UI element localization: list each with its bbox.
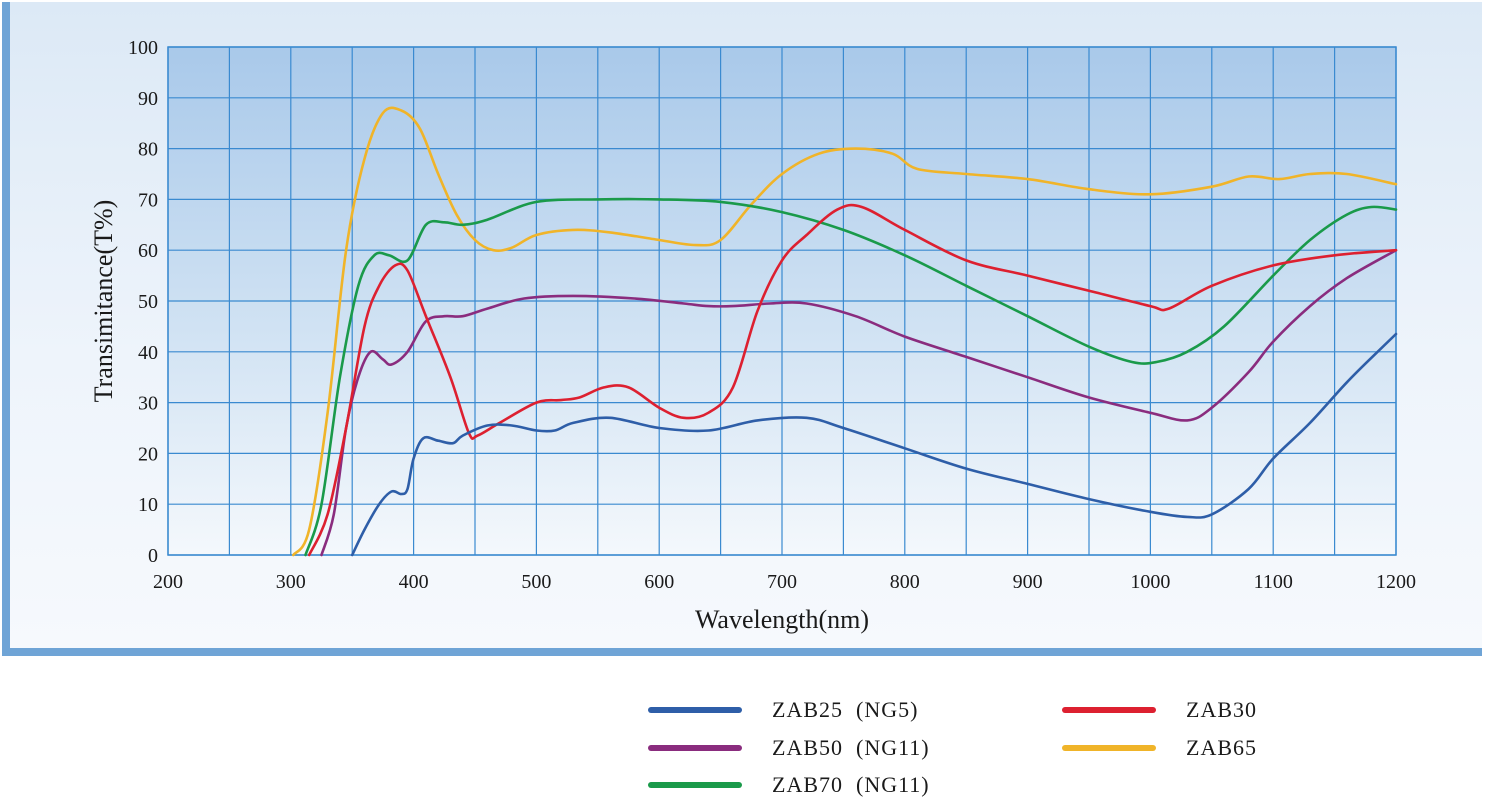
- y-tick-label: 30: [138, 393, 158, 415]
- x-tick-label: 300: [276, 571, 306, 593]
- x-tick-label: 400: [399, 571, 429, 593]
- legend-label-zab30: ZAB30: [1186, 697, 1257, 722]
- legend-label-zab65: ZAB65: [1186, 735, 1257, 760]
- x-tick-label: 500: [521, 571, 551, 593]
- legend-item-zab25: ZAB25 (NG5): [648, 695, 918, 725]
- series-line-zab30: [307, 203, 1398, 557]
- legend-swatch-zab30: [1062, 707, 1156, 713]
- legend-swatch-zab25: [648, 707, 742, 713]
- plot-frame: [167, 46, 1397, 556]
- legend-item-zab50: ZAB50 (NG11): [648, 733, 930, 763]
- legend-label-zab70: ZAB70 (NG11): [772, 772, 930, 797]
- x-tick-label: 200: [153, 571, 183, 593]
- y-tick-label: 90: [138, 88, 158, 110]
- y-tick-label: 10: [138, 494, 158, 516]
- y-tick-label: 20: [138, 443, 158, 465]
- x-axis-label: Wavelength(nm): [695, 605, 869, 634]
- legend-swatch-zab65: [1062, 745, 1156, 751]
- x-tick-label: 700: [767, 571, 797, 593]
- series-line-zab70: [304, 197, 1398, 557]
- transmittance-chart: 0 10 20 30 40 50 60 70 80 90 100 200 300 400 500 600 70…: [89, 37, 1416, 634]
- legend-item-zab70: ZAB70 (NG11): [648, 770, 930, 800]
- chart-panel: 0 10 20 30 40 50 60 70 80 90 100 200 300 400 500 600 70…: [2, 2, 1482, 656]
- series-line-zab25: [350, 332, 1398, 557]
- y-tick-label: 70: [138, 189, 158, 211]
- x-tick-label: 1200: [1376, 571, 1416, 593]
- legend-item-zab30: ZAB30: [1062, 695, 1257, 725]
- x-tick-labels: 200 300 400 500 600 700 800 900 1000 1100 1200: [153, 571, 1416, 593]
- x-tick-label: 900: [1013, 571, 1043, 593]
- legend-swatch-zab50: [648, 745, 742, 751]
- x-tick-label: 600: [644, 571, 674, 593]
- x-tick-label: 1100: [1254, 571, 1293, 593]
- y-tick-label: 0: [148, 545, 158, 567]
- y-tick-label: 60: [138, 240, 158, 262]
- legend-label-zab25: ZAB25 (NG5): [772, 697, 919, 722]
- y-tick-label: 80: [138, 139, 158, 161]
- y-tick-label: 100: [128, 37, 158, 59]
- series-line-zab65: [292, 106, 1398, 557]
- x-tick-label: 800: [890, 571, 920, 593]
- y-tick-labels: 0 10 20 30 40 50 60 70 80 90 100: [128, 37, 158, 567]
- series-line-zab50: [320, 248, 1398, 557]
- series-group: [292, 106, 1398, 557]
- legend-label-zab50: ZAB50 (NG11): [772, 735, 930, 760]
- y-axis-label: Transimitance(T%): [89, 200, 118, 403]
- legend-swatch-zab70: [648, 782, 742, 788]
- legend-item-zab65: ZAB65: [1062, 733, 1257, 763]
- y-tick-label: 40: [138, 342, 158, 364]
- y-tick-label: 50: [138, 291, 158, 313]
- grid: [167, 46, 1397, 556]
- x-tick-label: 1000: [1130, 571, 1170, 593]
